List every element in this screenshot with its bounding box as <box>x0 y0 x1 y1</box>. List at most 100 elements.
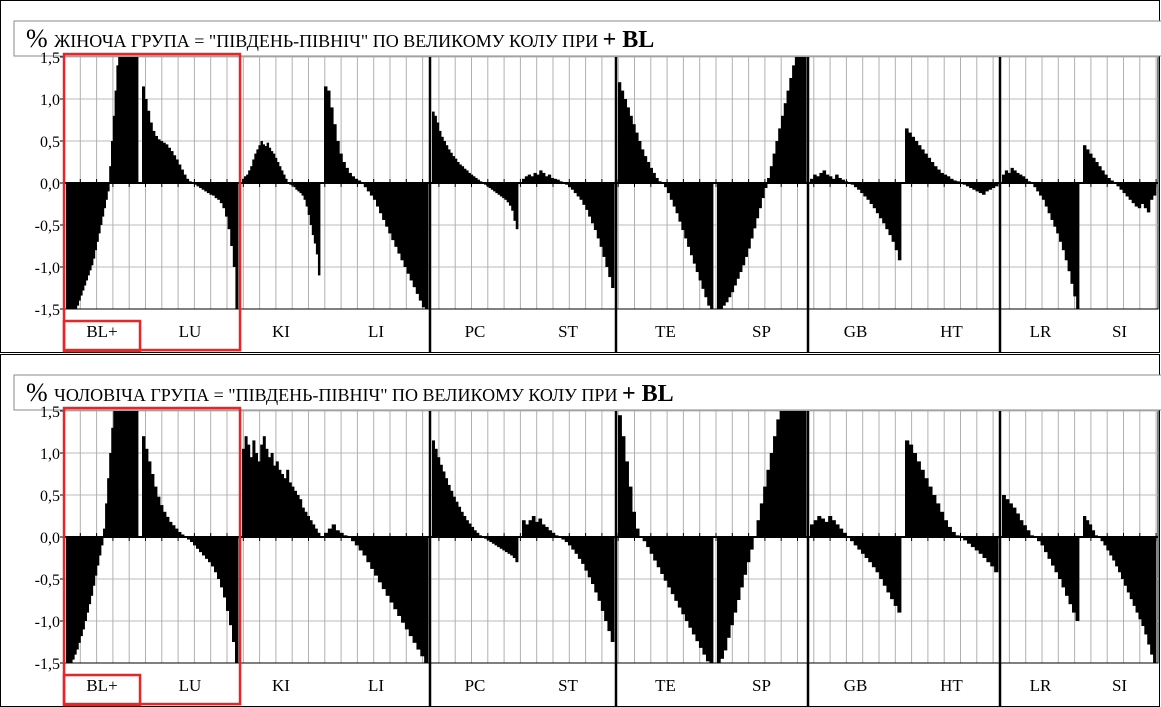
bar <box>339 153 343 183</box>
bar <box>260 141 263 183</box>
bar <box>167 147 171 183</box>
bar <box>393 537 398 610</box>
bar <box>222 183 226 209</box>
bar <box>458 506 462 537</box>
bar <box>763 486 767 537</box>
bar <box>258 145 261 183</box>
bar <box>120 57 123 183</box>
bar <box>154 486 158 537</box>
bar <box>327 90 331 183</box>
bar <box>78 183 81 301</box>
group-label-gb: GB <box>844 322 868 341</box>
group-label-ki: KI <box>272 676 290 695</box>
bar <box>299 183 302 194</box>
bar <box>107 478 110 537</box>
bar <box>684 183 688 239</box>
bar <box>730 537 734 626</box>
bar <box>978 537 983 554</box>
bar <box>397 183 401 254</box>
bar <box>314 528 318 537</box>
bar <box>522 520 526 537</box>
bar <box>303 183 307 200</box>
bar <box>817 516 822 537</box>
bar <box>548 530 552 537</box>
bar <box>719 183 723 309</box>
bar <box>73 183 76 309</box>
bar <box>345 167 349 183</box>
bar <box>940 172 944 183</box>
bar <box>178 164 182 183</box>
bar <box>327 528 333 537</box>
bar <box>678 183 682 222</box>
bar <box>256 149 259 183</box>
female-group-panel: % ЖІНОЧА ГРУПА = "ПІВДЕНЬ-ПІВНІЧ" ПО ВЕЛ… <box>0 0 1161 353</box>
bar <box>767 177 771 183</box>
bar <box>646 162 651 183</box>
title-suffix: + BL <box>622 381 674 407</box>
bar <box>891 183 896 242</box>
bar <box>142 86 145 183</box>
bar <box>1132 537 1136 606</box>
bar <box>736 537 741 600</box>
bar <box>772 153 776 183</box>
bar <box>561 537 566 540</box>
bar <box>272 153 276 183</box>
bar <box>175 528 179 537</box>
bar <box>133 411 137 537</box>
bar <box>850 537 855 542</box>
bar <box>775 141 779 183</box>
bar <box>278 469 282 537</box>
bar <box>860 537 865 554</box>
bar <box>710 183 714 309</box>
bar <box>1107 177 1111 183</box>
bar <box>1004 170 1009 183</box>
bar <box>866 183 871 200</box>
y-tick-label: -0,5 <box>35 572 60 589</box>
bar <box>82 183 85 291</box>
bar <box>835 524 840 537</box>
bar <box>1149 183 1154 200</box>
bar <box>244 176 247 183</box>
bar <box>982 537 987 558</box>
group-label-lr: LR <box>1030 322 1052 341</box>
bar <box>511 183 514 211</box>
bar <box>963 537 968 541</box>
bar <box>1044 183 1049 207</box>
bar <box>468 172 471 183</box>
bar <box>212 183 216 196</box>
bar <box>127 57 130 183</box>
bar <box>434 448 438 537</box>
bar <box>705 537 710 662</box>
bar <box>250 166 253 183</box>
bar <box>782 411 787 537</box>
bar <box>570 183 575 190</box>
bar <box>635 132 639 183</box>
bar <box>776 419 781 537</box>
bar <box>585 183 589 210</box>
group-label-pc: PC <box>465 322 486 341</box>
bar-group-sp <box>717 411 807 663</box>
bar-group-lr <box>1002 167 1080 309</box>
bar-group-bl-plus <box>66 411 139 663</box>
bar-group-li <box>324 86 429 309</box>
bar <box>660 537 665 574</box>
bar <box>1067 183 1071 272</box>
bar <box>600 537 605 611</box>
bar <box>513 183 517 221</box>
bar <box>1100 537 1104 542</box>
bar <box>972 183 976 190</box>
bar <box>199 537 203 553</box>
bar <box>1033 183 1037 188</box>
bar <box>773 436 777 537</box>
bar <box>452 156 456 183</box>
bar <box>1070 183 1074 284</box>
bar <box>796 411 800 537</box>
bar <box>905 128 909 183</box>
bar <box>535 521 539 537</box>
bar <box>476 532 480 537</box>
bar <box>357 180 362 183</box>
bar <box>84 183 87 286</box>
bar <box>1089 153 1093 183</box>
bar <box>825 174 830 183</box>
bar <box>692 183 697 264</box>
